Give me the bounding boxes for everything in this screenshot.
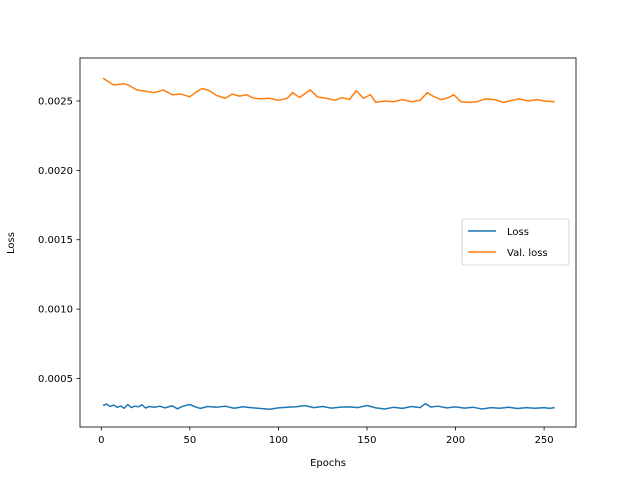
y-tick-label: 0.0015	[38, 235, 73, 246]
series-line-loss	[102, 402, 555, 410]
y-tick-label: 0.0020	[38, 166, 73, 177]
plot-frame	[79, 57, 577, 428]
legend-label-loss: Loss	[507, 227, 529, 238]
y-axis: 0.0005 0.0010 0.0015 0.0020 0.0025	[38, 97, 80, 385]
x-tick-label: 50	[183, 435, 196, 446]
x-tick-label: 150	[357, 435, 376, 446]
y-tick-label: 0.0025	[38, 97, 73, 108]
x-axis-label: Epochs	[310, 458, 346, 469]
series-line-val-loss	[102, 77, 555, 104]
x-axis: 0 50 100 150 200 250	[98, 427, 554, 446]
x-tick-label: 200	[446, 435, 465, 446]
x-tick-label: 100	[269, 435, 288, 446]
legend: Loss Val. loss	[461, 218, 570, 266]
y-tick-label: 0.0010	[38, 305, 73, 316]
legend-label-val-loss: Val. loss	[507, 248, 548, 259]
x-tick-label: 0	[98, 435, 104, 446]
y-tick-label: 0.0005	[38, 374, 73, 385]
y-axis-label: Loss	[6, 232, 17, 254]
x-tick-label: 250	[535, 435, 554, 446]
series-layer	[102, 77, 555, 410]
